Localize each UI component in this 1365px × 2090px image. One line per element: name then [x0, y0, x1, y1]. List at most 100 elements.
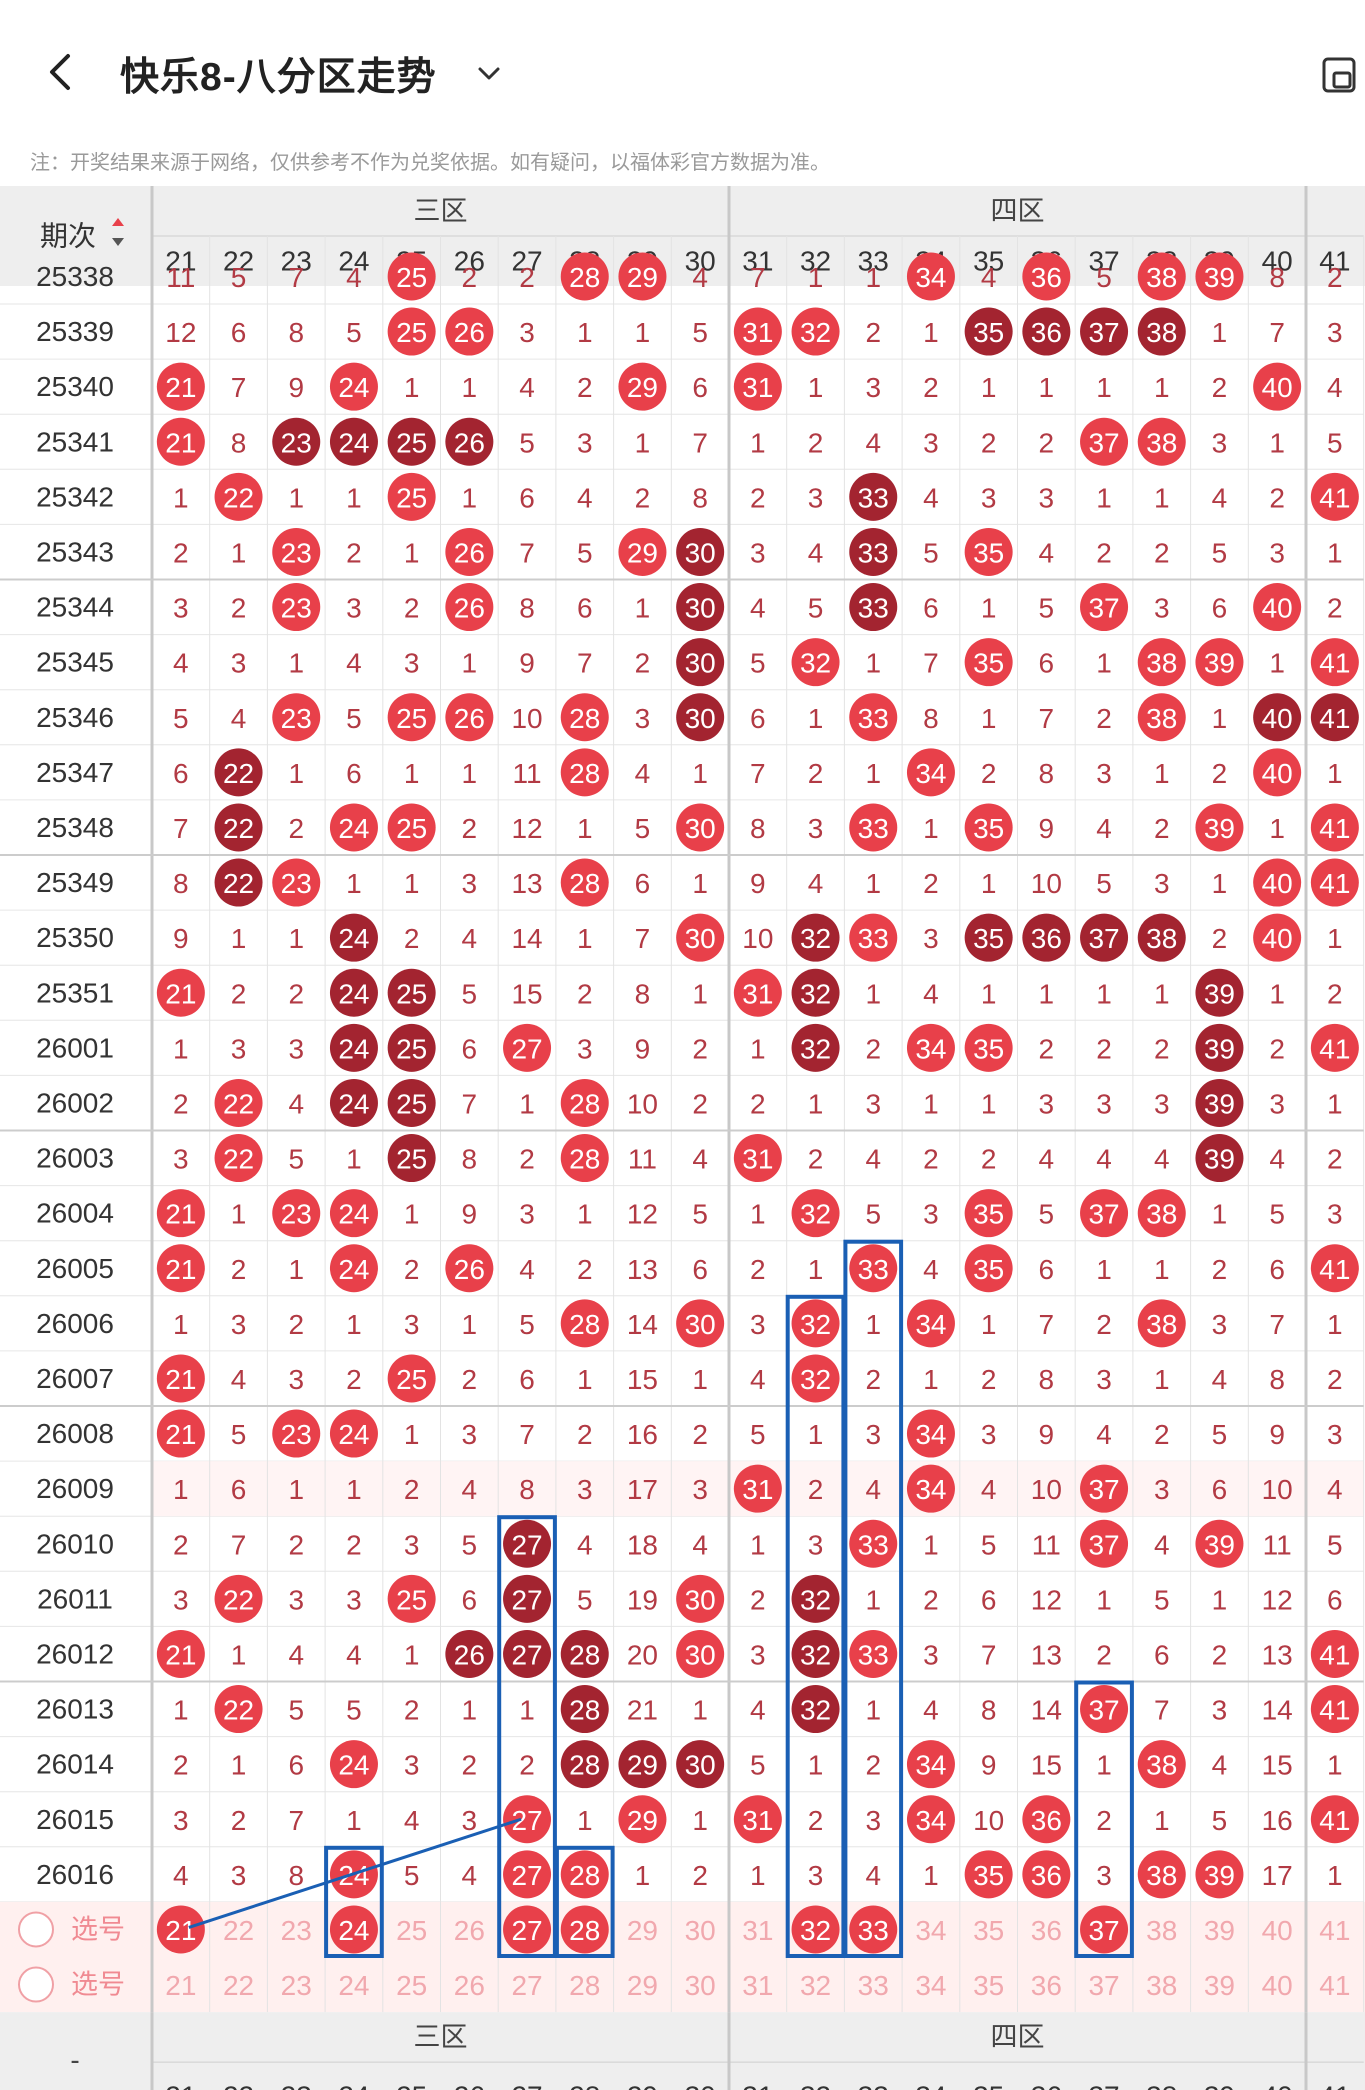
drawn-number: 35	[973, 923, 1004, 954]
omission-count: 7	[577, 648, 593, 679]
drawn-number: 40	[1262, 703, 1293, 734]
sort-down-icon[interactable]	[112, 238, 124, 246]
select-number[interactable]: 37	[1088, 1970, 1119, 2001]
drawn-number-ball	[618, 1795, 667, 1844]
omission-count: 6	[462, 1033, 478, 1064]
selected-number[interactable]: 33	[858, 1915, 889, 1946]
select-number[interactable]: 29	[627, 1915, 658, 1946]
omission-count: 1	[577, 317, 593, 348]
select-number[interactable]: 30	[685, 1915, 716, 1946]
omission-count: 1	[808, 372, 824, 403]
select-number[interactable]: 23	[281, 1915, 312, 1946]
omission-count: 4	[1212, 1364, 1228, 1395]
selected-number[interactable]: 28	[569, 1915, 600, 1946]
drawn-number-ball	[445, 417, 494, 466]
select-number[interactable]: 22	[223, 1970, 254, 2001]
omission-count: 2	[1269, 482, 1285, 513]
omission-count: 9	[635, 1033, 651, 1064]
drawn-number-ball	[849, 1244, 898, 1293]
omission-count: 6	[1039, 1254, 1055, 1285]
selected-number-ball[interactable]	[1080, 1905, 1129, 1954]
drawn-number: 25	[396, 482, 427, 513]
drawn-number-ball	[618, 252, 667, 301]
select-number[interactable]: 36	[1031, 1970, 1062, 2001]
select-number[interactable]: 25	[396, 1970, 427, 2001]
drawn-number-ball	[1195, 638, 1244, 687]
select-number[interactable]: 34	[915, 1915, 946, 1946]
select-number[interactable]: 41	[1319, 1915, 1350, 1946]
device-icon[interactable]	[1320, 55, 1360, 95]
select-number[interactable]: 39	[1204, 1970, 1235, 2001]
drawn-number: 30	[685, 1584, 716, 1615]
select-number[interactable]: 30	[685, 1970, 716, 2001]
selected-number[interactable]: 37	[1088, 1915, 1119, 1946]
select-number[interactable]: 21	[165, 1970, 196, 2001]
omission-count: 1	[346, 1144, 362, 1175]
selected-number-ball[interactable]	[329, 1905, 378, 1954]
select-number[interactable]: 33	[858, 1970, 889, 2001]
omission-count: 2	[231, 593, 247, 624]
omission-count: 2	[1212, 372, 1228, 403]
select-number[interactable]: 22	[223, 1915, 254, 1946]
back-arrow-icon[interactable]	[40, 50, 84, 94]
select-number[interactable]: 38	[1146, 1915, 1177, 1946]
select-number[interactable]: 40	[1262, 1970, 1293, 2001]
select-number[interactable]: 26	[454, 1915, 485, 1946]
omission-count: 2	[923, 372, 939, 403]
drawn-number-ball	[1310, 1795, 1359, 1844]
selected-number[interactable]: 27	[511, 1915, 542, 1946]
select-number[interactable]: 31	[742, 1970, 773, 2001]
omission-count: 14	[1262, 1695, 1293, 1726]
select-number[interactable]: 31	[742, 1915, 773, 1946]
select-radio-icon[interactable]	[18, 1966, 54, 2003]
select-number[interactable]: 39	[1204, 1915, 1235, 1946]
selected-number-ball[interactable]	[156, 1905, 205, 1954]
omission-count: 5	[808, 593, 824, 624]
select-number[interactable]: 35	[973, 1915, 1004, 1946]
selected-number[interactable]: 24	[338, 1915, 369, 1946]
selected-number-ball[interactable]	[791, 1905, 840, 1954]
drawn-number-ball	[964, 1850, 1013, 1899]
drawn-number: 30	[685, 1750, 716, 1781]
select-number[interactable]: 27	[511, 1970, 542, 2001]
select-radio-icon[interactable]	[18, 1911, 54, 1948]
select-number[interactable]: 26	[454, 1970, 485, 2001]
omission-count: 5	[1327, 427, 1343, 458]
chevron-down-icon[interactable]	[474, 58, 504, 88]
omission-count: 4	[1212, 1750, 1228, 1781]
selected-number-ball[interactable]	[503, 1905, 552, 1954]
select-number[interactable]: 35	[973, 1970, 1004, 2001]
select-number[interactable]: 25	[396, 1915, 427, 1946]
selected-number[interactable]: 32	[800, 1915, 831, 1946]
select-number[interactable]: 41	[1319, 1970, 1350, 2001]
select-number[interactable]: 40	[1262, 1915, 1293, 1946]
select-number[interactable]: 34	[915, 1970, 946, 2001]
selected-number[interactable]: 21	[165, 1915, 196, 1946]
omission-count: 7	[750, 262, 766, 293]
period-header[interactable]: 期次	[40, 221, 96, 252]
omission-count: 4	[1039, 1144, 1055, 1175]
drawn-number-ball	[964, 1023, 1013, 1072]
select-number[interactable]: 29	[627, 1970, 658, 2001]
drawn-number: 25	[396, 978, 427, 1009]
select-label[interactable]: 选号	[71, 1970, 125, 2000]
drawn-number: 21	[165, 978, 196, 1009]
select-number[interactable]: 28	[569, 1970, 600, 2001]
select-number[interactable]: 24	[338, 1970, 369, 2001]
drawn-number-ball	[791, 638, 840, 687]
omission-count: 1	[173, 1033, 189, 1064]
drawn-number: 30	[685, 1639, 716, 1670]
select-number[interactable]: 36	[1031, 1915, 1062, 1946]
period-cell: 25351	[36, 977, 114, 1008]
omission-count: 3	[1327, 317, 1343, 348]
select-number[interactable]: 23	[281, 1970, 312, 2001]
drawn-number: 29	[627, 1805, 658, 1836]
sort-up-icon[interactable]	[112, 218, 124, 226]
selected-number-ball[interactable]	[849, 1905, 898, 1954]
selected-number-ball[interactable]	[560, 1905, 609, 1954]
drawn-number-ball	[1022, 252, 1071, 301]
select-number[interactable]: 32	[800, 1970, 831, 2001]
select-label[interactable]: 选号	[71, 1914, 125, 1944]
drawn-number: 34	[915, 1805, 946, 1836]
select-number[interactable]: 38	[1146, 1970, 1177, 2001]
